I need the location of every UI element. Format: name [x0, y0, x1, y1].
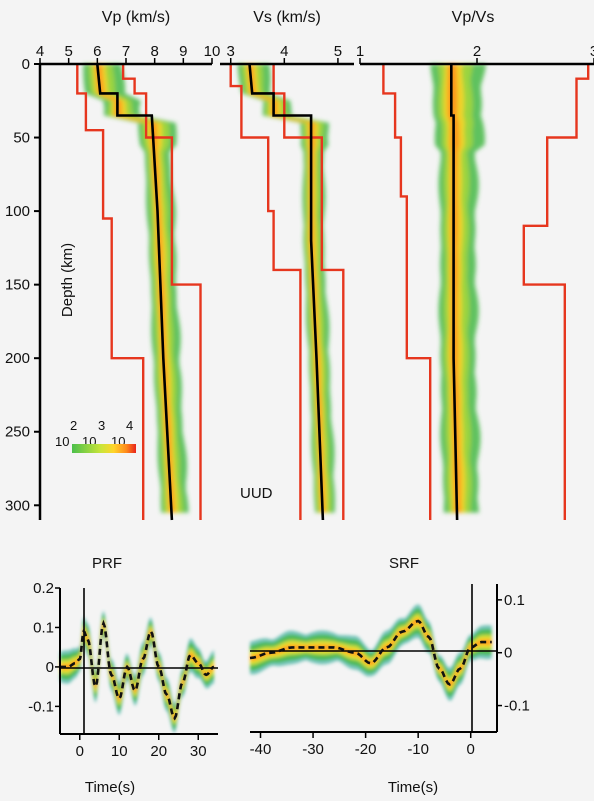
vpvs-title: Vp/Vs — [452, 9, 495, 26]
prf-density-band — [60, 610, 214, 733]
vpvs-xtick-label: 2 — [473, 43, 481, 60]
vpvs-density-cloud — [430, 64, 487, 513]
vpvs-xtick-label: 1 — [356, 43, 364, 60]
srf-title: SRF — [389, 555, 419, 572]
vpvs-x-ticks: 1 2 3 — [356, 43, 594, 64]
vp-xtick-label: 8 — [150, 43, 158, 60]
prf-xtick-label: 30 — [190, 743, 207, 760]
vs-lower-bound — [229, 64, 302, 520]
prf-ytick-label: 0.1 — [33, 619, 54, 636]
srf-xtick-label: 0 — [467, 741, 475, 758]
srf-xtick-label: -10 — [407, 741, 429, 758]
colorbar-exp-2: 3 — [98, 418, 105, 433]
prf-xtick-label: 10 — [111, 743, 128, 760]
depth-tick-label: 300 — [5, 497, 30, 514]
vs-mean-model — [248, 63, 325, 521]
srf-ytick-label: -0.1 — [504, 698, 530, 715]
vpvs-mean-model — [449, 64, 459, 521]
prf-y-ticks: 0.2 0.1 0 -0.1 — [28, 580, 60, 715]
prf-xtick-label: 20 — [150, 743, 167, 760]
prf-ytick-label: -0.1 — [28, 698, 54, 715]
vp-xtick-label: 9 — [179, 43, 187, 60]
prf-ytick-label: 0 — [46, 659, 54, 676]
prf-xtick-label: 0 — [76, 743, 84, 760]
vp-lower-bound — [76, 64, 145, 520]
vs-xtick-label: 5 — [334, 43, 342, 60]
vpvs-xtick-label: 3 — [590, 43, 594, 60]
density-colorbar: 2 3 4 10 10 10 — [55, 418, 136, 453]
depth-tick-label: 50 — [13, 130, 30, 147]
vs-density-layer-3 — [245, 64, 328, 513]
depth-tick-label: 250 — [5, 424, 30, 441]
srf-ytick-label: 0.1 — [504, 592, 525, 609]
depth-axis-label: Depth (km) — [59, 243, 76, 317]
vs-xtick-label: 3 — [227, 43, 235, 60]
vp-xtick-label: 5 — [64, 43, 72, 60]
srf-x-ticks: -40 -30 -20 -10 0 — [250, 732, 475, 758]
depth-tick-label: 150 — [5, 277, 30, 294]
vp-xtick-label: 10 — [204, 43, 221, 60]
vpvs-upper-bound — [522, 64, 590, 520]
vs-xtick-label: 4 — [280, 43, 288, 60]
srf-mean-trace — [249, 619, 492, 686]
prf-mean-trace — [60, 619, 215, 721]
prf-band-layer-2 — [60, 613, 214, 730]
prf-xlabel: Time(s) — [85, 779, 135, 796]
vs-panel: Vs (km/s) 3 4 5 UUD — [220, 9, 354, 521]
colorbar-scale — [72, 444, 136, 453]
prf-band-layer-1 — [60, 610, 214, 733]
vp-xtick-label: 6 — [93, 43, 101, 60]
srf-xtick-label: -20 — [355, 741, 377, 758]
prf-ytick-label: 0.2 — [33, 580, 54, 597]
vp-mean-model — [96, 63, 174, 521]
vp-panel: Vp (km/s) 4 5 6 7 8 9 10 0 50 100 150 200 250 300 De… — [5, 9, 221, 521]
srf-ytick-label: 0 — [504, 645, 512, 662]
depth-y-ticks: 0 50 100 150 200 250 300 — [5, 56, 40, 514]
srf-band-layer-2 — [250, 608, 492, 697]
colorbar-exp-1: 2 — [70, 418, 77, 433]
srf-band-layer-3 — [250, 613, 492, 692]
srf-xlabel: Time(s) — [388, 779, 438, 796]
vpvs-panel: Vp/Vs 1 2 3 — [356, 9, 594, 521]
vp-xtick-label: 7 — [122, 43, 130, 60]
srf-xtick-label: -30 — [302, 741, 324, 758]
colorbar-base-1: 10 — [55, 434, 69, 449]
srf-band-layer-1 — [250, 604, 492, 701]
depth-tick-label: 200 — [5, 350, 30, 367]
vp-title: Vp (km/s) — [102, 9, 170, 26]
vs-annotation: UUD — [240, 485, 273, 502]
srf-y-ticks: 0.1 0 -0.1 — [497, 592, 530, 715]
vp-x-ticks: 4 5 6 7 8 9 10 — [36, 43, 221, 64]
prf-x-ticks: 0 10 20 30 — [76, 734, 207, 760]
prf-panel: PRF 0 10 20 30 0.2 0.1 0 -0.1 Time(s) — [28, 555, 218, 796]
depth-tick-label: 0 — [22, 56, 30, 73]
srf-xtick-label: -40 — [250, 741, 272, 758]
vs-title: Vs (km/s) — [253, 9, 321, 26]
vs-upper-bound — [272, 64, 345, 520]
depth-tick-label: 100 — [5, 203, 30, 220]
colorbar-exp-3: 4 — [126, 418, 133, 433]
srf-density-band — [250, 604, 492, 701]
prf-title: PRF — [92, 555, 122, 572]
vpvs-lower-bound — [382, 64, 432, 520]
vs-x-ticks: 3 4 5 — [227, 43, 342, 64]
vp-xtick-label: 4 — [36, 43, 44, 60]
srf-panel: SRF -40 -30 -20 -10 0 0.1 0 -0.1 Time(s) — [250, 555, 530, 796]
